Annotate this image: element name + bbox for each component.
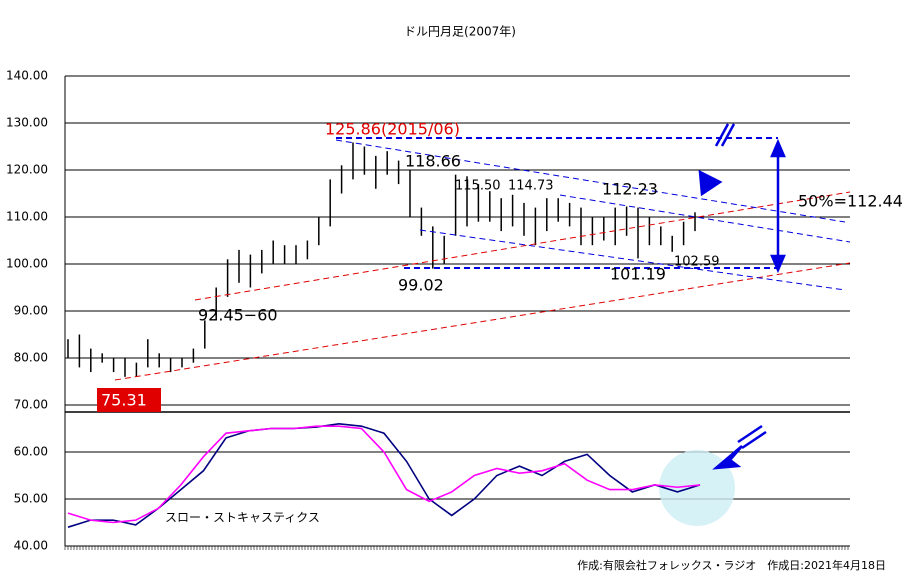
y-tick-label: 90.00: [14, 304, 48, 318]
annotation: 115.50: [455, 179, 501, 194]
stochastic-line: [67, 425, 701, 524]
annotation: 118.66: [405, 152, 461, 171]
arrow-head: [712, 445, 743, 470]
annotation: 125.86(2015/06): [325, 120, 460, 139]
y-tick-label: 130.00: [6, 116, 48, 130]
annotation: 50%=112.44: [798, 192, 903, 211]
y-tick-label: 40.00: [14, 539, 48, 553]
y-tick-label: 80.00: [14, 351, 48, 365]
slash: [741, 430, 767, 450]
annotation: 114.73: [508, 179, 554, 194]
y-tick-label: 50.00: [14, 492, 48, 506]
arrows: [698, 123, 786, 470]
annotation: 101.19: [610, 265, 666, 284]
chart-title: ドル円月足(2007年): [404, 25, 516, 39]
annotation: 112.23: [602, 180, 658, 199]
trend-line: [114, 262, 851, 381]
y-tick-label: 110.00: [6, 210, 48, 224]
annotation: 75.31: [101, 391, 147, 410]
trend-line: [419, 229, 846, 291]
annotation: スロー・ストキャスティクス: [165, 511, 320, 525]
label-box: [97, 388, 161, 412]
trend-lines: [114, 137, 851, 381]
trend-line: [194, 191, 851, 301]
y-tick-label: 70.00: [14, 398, 48, 412]
trend-line: [559, 194, 851, 243]
trend-line: [335, 139, 846, 223]
annotation: 102.59: [674, 255, 720, 270]
annotation: 99.02: [398, 276, 444, 295]
footer: 作成:有限会社フォレックス・ラジオ 作成日:2021年4月18日: [577, 558, 886, 572]
stochastic-line: [67, 422, 701, 528]
annotation: 92.45−60: [198, 306, 278, 325]
y-tick-label: 140.00: [6, 69, 48, 83]
slash: [714, 123, 730, 147]
arrow-head: [698, 169, 723, 197]
arrow-head: [770, 254, 786, 274]
y-tick-label: 120.00: [6, 163, 48, 177]
y-tick-label: 100.00: [6, 257, 48, 271]
arrow-head: [770, 138, 786, 158]
slash: [720, 123, 736, 147]
y-tick-label: 60.00: [14, 445, 48, 459]
slash: [737, 424, 763, 444]
